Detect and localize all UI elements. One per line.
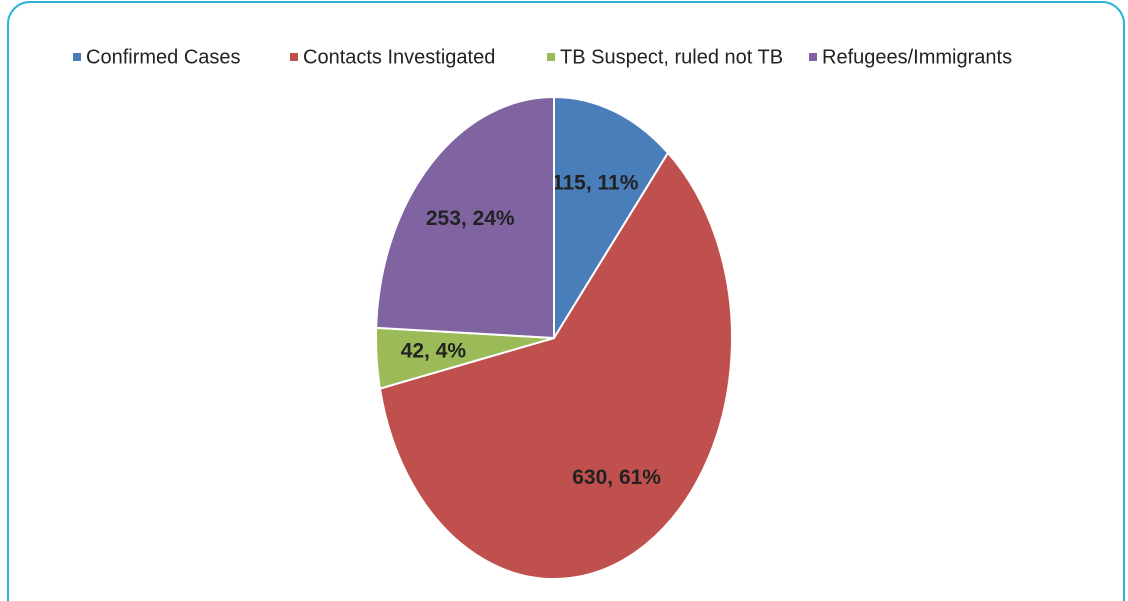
legend-label: TB Suspect, ruled not TB	[560, 46, 783, 68]
data-label: 630, 61%	[572, 466, 661, 489]
pie-slice	[553, 95, 670, 342]
legend-label: Contacts Investigated	[303, 46, 495, 68]
pie-slice	[375, 95, 555, 340]
pie-slice	[378, 151, 733, 580]
data-label: 42, 4%	[401, 339, 467, 362]
legend-marker	[809, 53, 817, 61]
legend-marker	[547, 53, 555, 61]
data-label: 115, 11%	[552, 171, 639, 194]
legend-marker	[290, 53, 298, 61]
legend-label: Refugees/Immigrants	[822, 46, 1012, 68]
data-label: 253, 24%	[426, 207, 515, 230]
legend-label: Confirmed Cases	[86, 46, 241, 68]
legend-marker	[73, 53, 81, 61]
